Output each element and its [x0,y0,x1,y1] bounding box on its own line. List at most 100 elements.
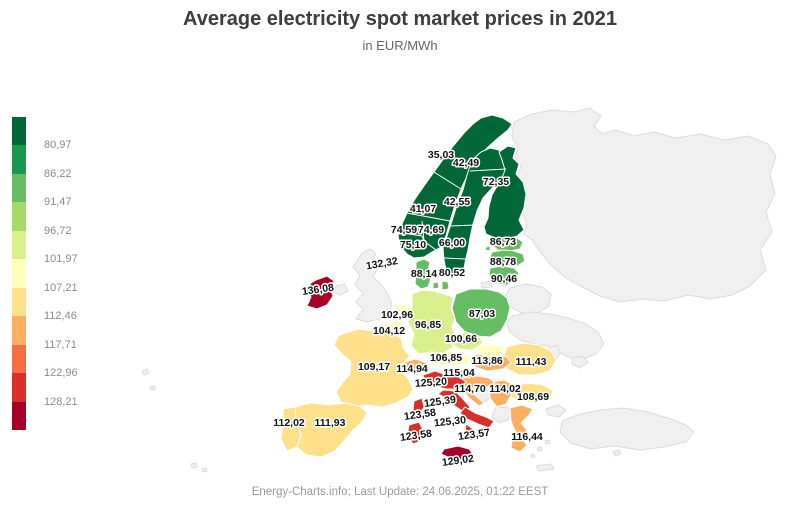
region-latvia[interactable] [489,249,526,267]
region-denmark[interactable] [441,280,450,291]
legend-tick-label: 96,72 [44,224,72,237]
region-italy-south[interactable] [459,406,495,429]
legend-swatch [12,316,26,345]
value-label-poland: 87,03 [469,308,495,320]
region-corsica[interactable] [412,397,425,416]
value-label-greece: 116,44 [511,431,543,443]
region-portugal[interactable] [280,406,302,452]
region-lithuania[interactable] [488,265,520,287]
legend-swatch [12,173,26,203]
value-label-italy-calabria: 123,57 [457,427,491,443]
bidding-zone-border [469,168,507,172]
value-label-no1: 74,69 [418,224,444,236]
region-estonia[interactable] [491,236,524,252]
legend-tick-label: 107,21 [44,281,78,294]
value-label-austria: 106,85 [430,352,462,364]
region-crete-islands [530,453,536,459]
value-label-sardinia: 123,58 [399,428,433,444]
region-czechia[interactable] [449,331,484,351]
value-label-czechia: 100,66 [445,333,477,345]
region-denmark[interactable] [432,281,440,290]
region-belgium[interactable] [382,320,407,335]
region-poland[interactable] [451,288,511,338]
value-label-no3: 41,07 [410,203,436,215]
value-label-portugal: 112,02 [273,417,305,429]
region-france[interactable] [333,326,414,408]
value-label-corsica: 123,58 [403,407,437,423]
region-sardinia[interactable] [406,421,424,445]
bidding-zone-border [443,257,467,260]
region-switzerland[interactable] [400,358,428,375]
value-label-romania: 111,43 [516,356,547,368]
region-kaliningrad [480,280,493,289]
value-label-spain: 111,93 [315,417,346,429]
legend-swatch [12,117,26,146]
bidding-zone-border [406,212,451,222]
value-label-serbia: 114,02 [489,383,521,395]
region-bulgaria[interactable] [508,382,554,404]
legend-tick-label: 101,97 [44,253,78,266]
value-label-no4: 35,03 [428,149,454,161]
value-label-estonia: 86,73 [490,236,516,248]
region-crete-islands [535,463,555,472]
region-italy-north[interactable] [422,370,467,390]
legend-swatch [12,287,26,317]
region-crete-islands [612,449,622,457]
value-label-croatia: 114,70 [454,383,486,395]
value-label-belgium: 104,12 [373,325,405,337]
region-serbia[interactable] [488,379,514,408]
bidding-zone-border [401,232,437,251]
region-sicily[interactable] [440,445,474,461]
value-label-switzerland: 114,94 [396,363,428,375]
legend-swatch [12,401,26,430]
region-great-britain [352,248,393,323]
region-croatia[interactable] [459,375,496,407]
region-turkey [559,407,695,451]
value-label-ireland: 136,08 [301,282,335,298]
bidding-zone-border [433,171,462,190]
value-label-slovenia: 115,04 [443,367,475,379]
region-crete-islands [544,439,551,445]
region-northern-ireland [333,283,349,296]
legend-tick-label: 86,22 [44,167,72,180]
region-slovenia[interactable] [456,367,476,379]
legend-tick-label: 128,21 [44,395,78,408]
region-turkey [545,404,567,418]
value-label-italy-south: 125,30 [433,414,466,429]
region-spain[interactable] [294,402,368,458]
region-atlantic-islands [149,385,156,391]
value-label-netherlands: 102,96 [381,309,413,321]
value-label-se2: 42,55 [444,196,470,208]
region-atlantic-islands [141,368,150,376]
region-netherlands[interactable] [390,303,412,322]
region-greece[interactable] [510,438,528,453]
bidding-zone-border [421,220,425,242]
region-ukraine [571,355,589,369]
region-crete-islands [536,446,543,452]
region-austria[interactable] [428,351,473,367]
value-label-se3: 66,00 [439,237,465,249]
legend-tick-label: 122,96 [44,367,78,380]
legend-swatch [12,259,26,288]
source-and-update-note: Energy-Charts.info; Last Update: 24.06.2… [251,486,549,498]
region-ireland[interactable] [305,275,335,310]
region-greece[interactable] [509,404,534,439]
value-label-germany: 96,85 [415,319,441,331]
legend-swatch [12,145,26,174]
legend-tick-label: 80,97 [44,139,72,152]
region-italy-calabria[interactable] [464,423,478,442]
value-label-denmark: 88,14 [411,268,437,280]
legend-swatch [12,230,26,260]
value-label-bulgaria: 108,69 [517,391,549,403]
value-label-hungary: 113,86 [471,355,503,367]
value-label-lithuania: 90,46 [491,273,517,285]
legend-swatch [12,344,26,374]
bidding-zone-border [449,224,476,227]
page-subtitle: in EUR/MWh [362,38,438,53]
region-russia [511,107,777,303]
region-slovakia[interactable] [476,343,506,358]
region-estonia[interactable] [484,245,491,252]
value-label-france: 109,17 [358,361,390,373]
region-denmark[interactable] [414,258,432,290]
